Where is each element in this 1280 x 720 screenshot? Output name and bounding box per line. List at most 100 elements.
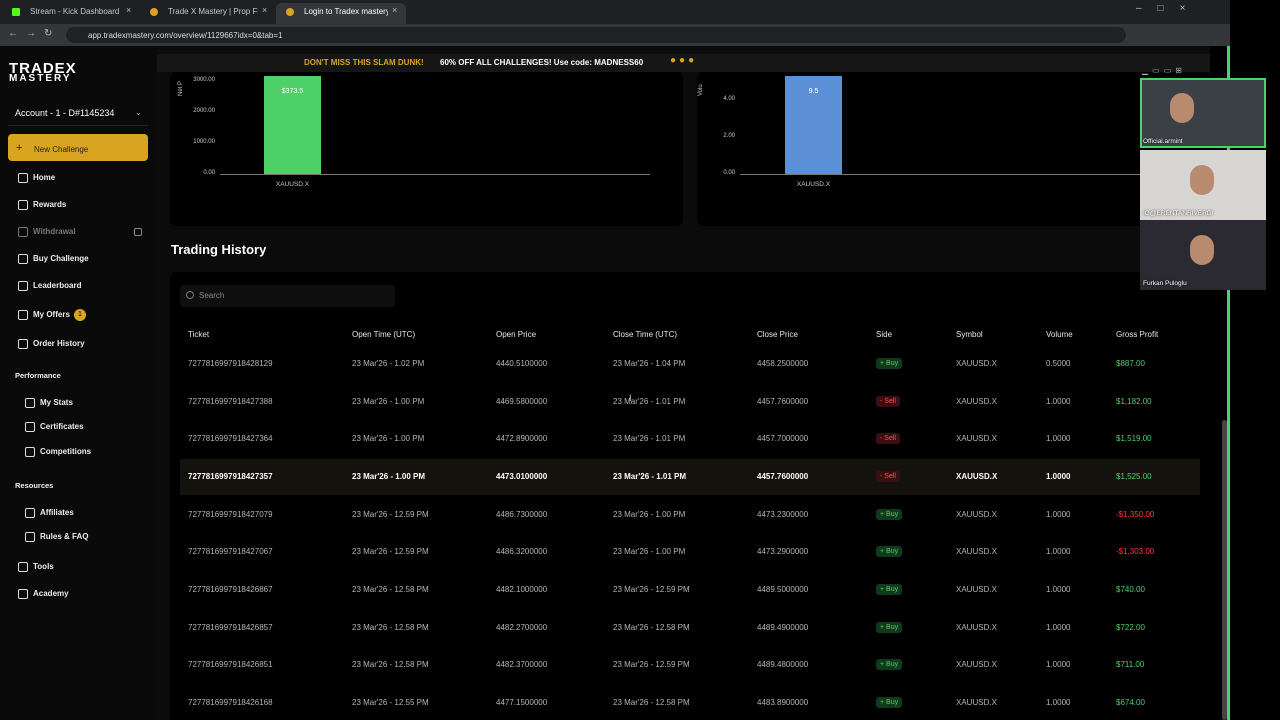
nav-icon xyxy=(18,310,28,320)
column-header[interactable]: Close Price xyxy=(757,330,798,339)
table-cell: XAUUSD.X xyxy=(956,660,997,670)
table-cell: 23 Mar'26 - 12.58 PM xyxy=(352,622,429,632)
nav-item[interactable]: My Stats xyxy=(40,398,73,407)
column-header[interactable]: Open Time (UTC) xyxy=(352,330,416,339)
search-box[interactable] xyxy=(180,285,395,307)
tab-title[interactable]: Stream - Kick Dashboard xyxy=(30,7,120,16)
table-cell: XAUUSD.X xyxy=(956,471,998,481)
side-badge: + Buy xyxy=(876,583,903,595)
table-cell: $711.00 xyxy=(1116,660,1145,670)
y-tick-label: 2000.00 xyxy=(193,108,215,114)
participant-name: Official.armint xyxy=(1143,138,1183,145)
nav-item[interactable]: Withdrawal xyxy=(33,227,76,236)
nav-item[interactable]: Order History xyxy=(33,339,85,348)
nav-item[interactable]: Buy Challenge xyxy=(33,254,89,263)
column-header[interactable]: Close Time (UTC) xyxy=(613,330,678,339)
table-cell: 23 Mar'26 - 12.59 PM xyxy=(352,509,429,519)
logo: TRADEX xyxy=(9,60,77,77)
table-cell: 1.0000 xyxy=(1046,584,1071,594)
side-badge: + Buy xyxy=(876,358,903,369)
table-cell: 1.0000 xyxy=(1046,547,1071,557)
y-tick-label: 0.00 xyxy=(723,170,735,176)
nav-item[interactable]: Leaderboard xyxy=(33,281,82,290)
nav-item[interactable]: Affiliates xyxy=(40,508,74,517)
table-cell: XAUUSD.X xyxy=(956,359,997,368)
banner-dots: ●●● xyxy=(670,55,698,66)
column-header[interactable]: Gross Profit xyxy=(1116,330,1159,339)
table-cell: XAUUSD.X xyxy=(956,622,997,632)
overlay-controls: ▁▭▭⊞ xyxy=(1142,66,1186,75)
table-cell: 4482.3700000 xyxy=(496,660,548,670)
logo: MASTERY xyxy=(9,73,72,84)
search-placeholder[interactable]: Search xyxy=(199,291,225,300)
chevron: ⌄ xyxy=(135,108,142,117)
table-cell: XAUUSD.X xyxy=(956,434,997,444)
table-cell: 23 Mar'26 - 1.02 PM xyxy=(352,359,425,368)
bar xyxy=(264,76,321,174)
x-tick-label: XAUUSD.X xyxy=(796,181,831,188)
table-cell: 23 Mar'26 - 1.01 PM xyxy=(613,396,686,406)
column-header[interactable]: Volume xyxy=(1046,330,1073,339)
nav-item[interactable]: Rewards xyxy=(33,200,67,209)
frame-line xyxy=(1227,46,1230,720)
table-cell: 4486.7300000 xyxy=(496,509,548,519)
nav-icon xyxy=(18,562,28,572)
participant-name: IG@ERENTANRIVERDI xyxy=(1143,210,1214,217)
table-cell: 23 Mar'26 - 1.00 PM xyxy=(352,396,425,406)
side-badge: - Sell xyxy=(876,433,900,445)
window-controls[interactable]: –□× xyxy=(1136,3,1202,14)
section-title: Resources xyxy=(15,481,54,490)
url[interactable]: app.tradexmastery.com/overview/1129667id… xyxy=(88,31,283,40)
nav-icon xyxy=(18,173,28,183)
table-cell: 23 Mar'26 - 1.00 PM xyxy=(613,509,686,519)
bar xyxy=(785,76,842,174)
column-header[interactable]: Open Price xyxy=(496,330,537,339)
table-cell: 4457.7600000 xyxy=(757,396,809,406)
tab-icon xyxy=(286,8,294,16)
account[interactable]: Account - 1 - D#1145234 xyxy=(15,108,115,118)
table-cell: 7277816997918427067 xyxy=(188,547,273,557)
tab-close[interactable]: × xyxy=(392,5,398,15)
column-header[interactable]: Ticket xyxy=(188,330,210,339)
nav-item[interactable]: Rules & FAQ xyxy=(40,532,89,541)
tab-title[interactable]: Login to Tradex mastery xyxy=(304,7,388,16)
video-tile xyxy=(1140,78,1266,148)
nav-item[interactable]: Certificates xyxy=(40,422,84,431)
nav-icon xyxy=(18,254,28,264)
nav-item[interactable]: Academy xyxy=(33,589,69,598)
participant-face xyxy=(1190,165,1214,195)
table-cell: $722.00 xyxy=(1116,622,1145,632)
tab-title[interactable]: Trade X Mastery | Prop Firm W... xyxy=(168,7,258,16)
table-card xyxy=(170,272,1210,720)
nav-item[interactable]: My Offers xyxy=(33,310,70,319)
url-field[interactable] xyxy=(66,27,1126,43)
nav-item[interactable]: Competitions xyxy=(40,447,92,456)
account-select[interactable] xyxy=(8,100,148,126)
nav-icon xyxy=(18,589,28,599)
table-cell: -$1,350.00 xyxy=(1116,509,1155,519)
table-cell: $1,525.00 xyxy=(1116,471,1152,481)
table-cell: 23 Mar'26 - 1.04 PM xyxy=(613,359,686,368)
side-badge: + Buy xyxy=(876,621,903,633)
nav-buttons[interactable]: ←→↻ xyxy=(8,28,61,39)
tab-close[interactable]: × xyxy=(262,5,268,15)
tab-bar xyxy=(0,0,1230,24)
new-challenge-button[interactable] xyxy=(8,134,148,161)
column-header[interactable]: Side xyxy=(876,330,893,339)
table-cell: 1.0000 xyxy=(1046,697,1071,707)
y-tick-label: 3000.00 xyxy=(193,77,215,83)
scrollbar[interactable] xyxy=(1222,420,1227,720)
table-cell: 4489.4800000 xyxy=(757,660,809,670)
tab-close[interactable]: × xyxy=(126,5,132,15)
table-cell: $1,519.00 xyxy=(1116,434,1152,444)
table-cell: 7277816997918426168 xyxy=(188,697,273,707)
table-cell: 1.0000 xyxy=(1046,471,1071,481)
side-badge: - Sell xyxy=(876,470,900,482)
nav-item[interactable]: Tools xyxy=(33,562,54,571)
nav-item[interactable]: Home xyxy=(33,173,56,182)
column-header[interactable]: Symbol xyxy=(956,330,983,339)
table-cell: $740.00 xyxy=(1116,584,1145,594)
promo-banner xyxy=(157,54,1210,72)
new-challenge[interactable]: New Challenge xyxy=(34,145,89,154)
